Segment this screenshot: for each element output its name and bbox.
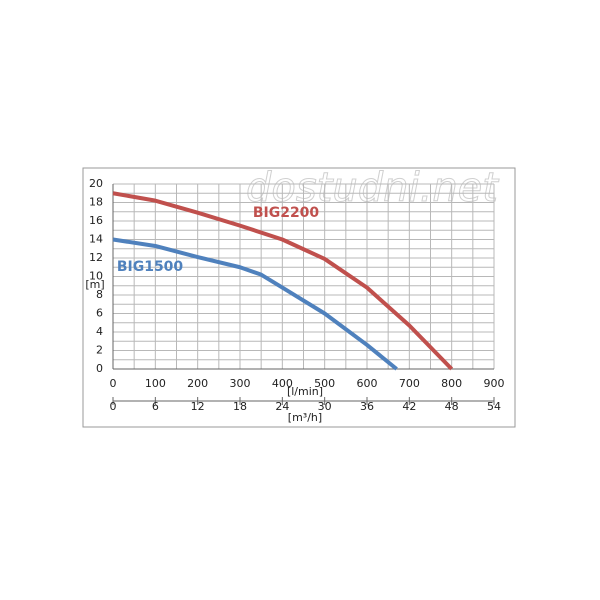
y-tick-label: 12: [89, 251, 103, 264]
x2-tick-label: 54: [487, 400, 501, 413]
series-label: BIG1500: [117, 259, 184, 275]
x2-tick-label: 24: [275, 400, 289, 413]
y-tick-label: 6: [96, 307, 103, 320]
y-tick-label: 16: [89, 214, 103, 227]
series-label: BIG2200: [253, 205, 320, 221]
x-tick-label: 500: [314, 377, 335, 390]
x-tick-label: 0: [110, 377, 117, 390]
x-tick-label: 100: [145, 377, 166, 390]
x2-tick-label: 42: [402, 400, 416, 413]
x2-tick-label: 12: [191, 400, 205, 413]
x2-axis-label: [m³/h]: [288, 411, 322, 424]
x-tick-label: 900: [484, 377, 505, 390]
x2-tick-label: 6: [152, 400, 159, 413]
series-line: [112, 191, 454, 371]
x-tick-label: 700: [399, 377, 420, 390]
x-tick-label: 800: [441, 377, 462, 390]
x2-tick-label: 0: [110, 400, 117, 413]
watermark: dostudni.net: [246, 165, 499, 211]
series-line: [112, 237, 398, 371]
x-axis-label: [l/min]: [287, 385, 323, 398]
y-tick-label: 2: [96, 344, 103, 357]
x2-tick-label: 18: [233, 400, 247, 413]
x2-tick-label: 30: [318, 400, 332, 413]
y-tick-label: 8: [96, 288, 103, 301]
y-tick-label: 0: [96, 362, 103, 375]
x2-tick-label: 36: [360, 400, 374, 413]
x-tick-label: 400: [272, 377, 293, 390]
y-tick-label: 18: [89, 196, 103, 209]
x-tick-label: 200: [187, 377, 208, 390]
x-tick-label: 600: [357, 377, 378, 390]
y-tick-label: 10: [89, 270, 103, 283]
y-axis-label: [m]: [85, 278, 104, 291]
x2-tick-label: 48: [445, 400, 459, 413]
y-tick-label: 14: [89, 233, 103, 246]
y-tick-label: 4: [96, 325, 103, 338]
x-tick-label: 300: [230, 377, 251, 390]
y-tick-label: 20: [89, 177, 103, 190]
